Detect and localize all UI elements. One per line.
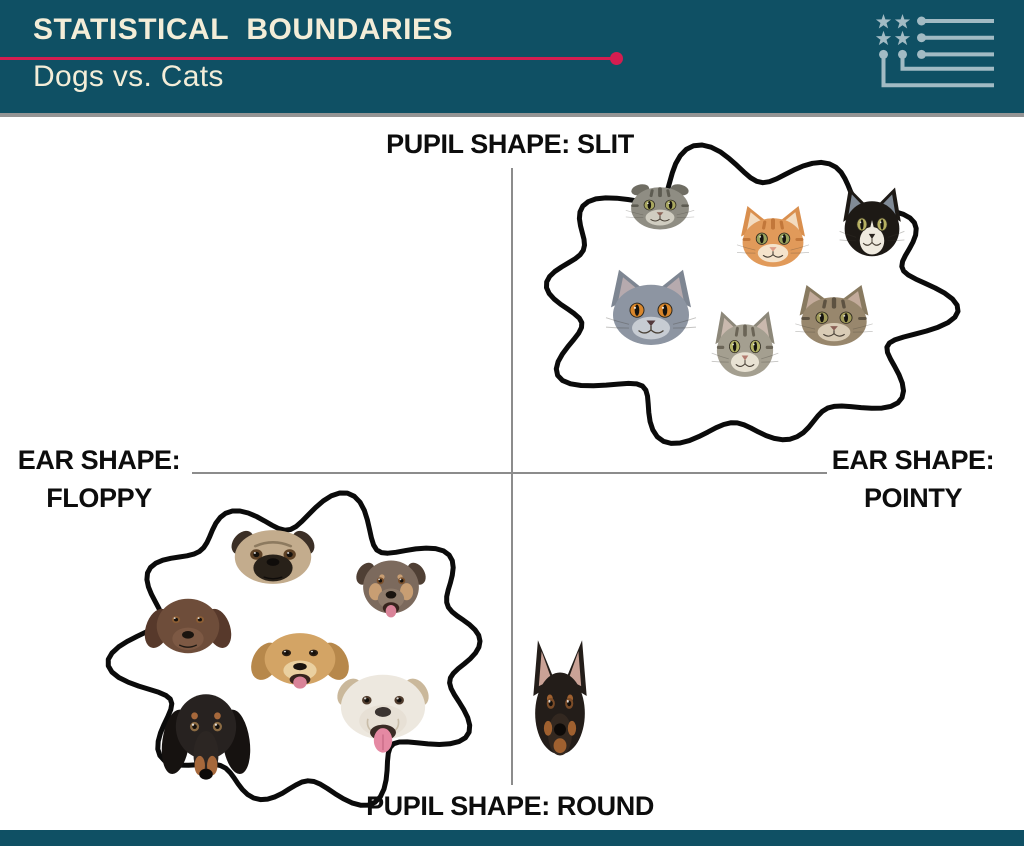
axis-label-top: PUPIL SHAPE: SLIT <box>386 129 634 159</box>
accent-divider-dot <box>610 52 623 65</box>
quadrant-plot: PUPIL SHAPE: SLIT PUPIL SHAPE: ROUND EAR… <box>0 117 1024 830</box>
page-subtitle: Dogs vs. Cats <box>33 60 224 93</box>
brown-tabby-cat <box>795 285 873 346</box>
stars-and-stripes-chart-logo-icon <box>875 14 994 88</box>
axis-label-left-line1: EAR SHAPE: <box>17 445 181 475</box>
page-title: STATISTICAL BOUNDARIES <box>33 13 454 46</box>
axis-label-right-line2: POINTY <box>863 483 963 514</box>
golden-retriever <box>251 633 349 689</box>
british-shorthair-cat <box>605 269 697 345</box>
mixed-breed-dog <box>356 560 426 618</box>
plot-canvas <box>105 142 961 808</box>
axis-label-right-line1: EAR SHAPE: <box>831 445 995 475</box>
accent-divider-line <box>0 57 611 60</box>
chocolate-labrador <box>144 598 232 654</box>
axis-label-right: EAR SHAPE: POINTY <box>832 441 995 518</box>
axis-label-left-line2: FLOPPY <box>46 483 152 514</box>
footer-bar <box>0 830 1024 846</box>
gray-tabby-kitten <box>711 311 779 377</box>
pug <box>231 530 315 584</box>
dogs-cluster-boundary <box>105 490 483 808</box>
axis-label-left: EAR SHAPE: FLOPPY <box>18 441 181 518</box>
orange-tabby-cat <box>736 206 810 267</box>
white-bulldog <box>337 674 429 753</box>
tuxedo-cat <box>839 187 905 257</box>
scottish-fold-cat <box>625 184 695 230</box>
doberman <box>533 640 587 756</box>
axis-label-bottom: PUPIL SHAPE: ROUND <box>366 791 654 821</box>
header-banner: STATISTICAL BOUNDARIES Dogs vs. Cats <box>0 0 1024 113</box>
cats-cluster-boundary <box>544 142 961 446</box>
header-bottom-rule <box>0 113 1024 117</box>
dachshund <box>161 694 251 780</box>
